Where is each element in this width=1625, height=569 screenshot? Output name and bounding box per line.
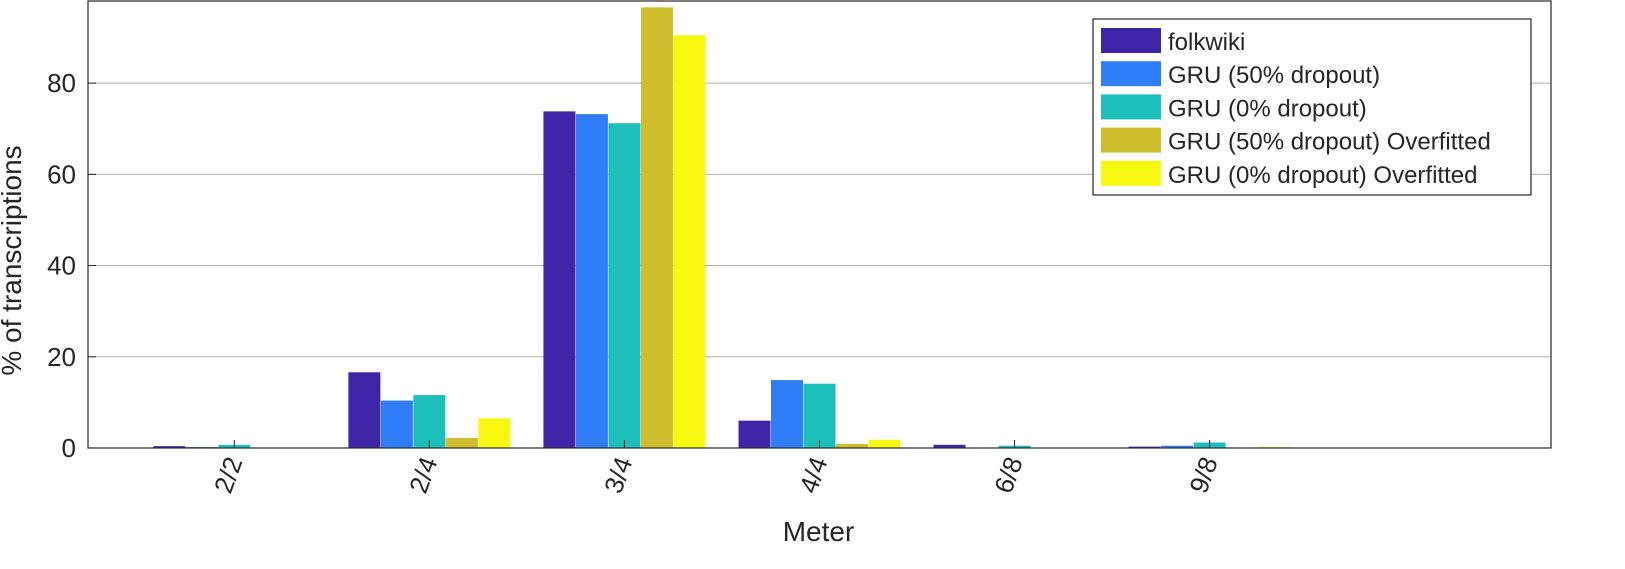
bar xyxy=(836,443,868,448)
legend-label: folkwiki xyxy=(1168,29,1245,56)
bar xyxy=(543,111,576,449)
y-tick-label: 20 xyxy=(47,342,76,372)
bar xyxy=(803,383,836,448)
bar xyxy=(478,418,511,448)
legend-swatch xyxy=(1101,28,1161,53)
bar xyxy=(771,380,803,448)
bars xyxy=(153,7,1291,449)
bar xyxy=(933,444,966,448)
legend-swatch xyxy=(1101,160,1161,186)
bar xyxy=(868,439,901,448)
bar xyxy=(575,114,608,448)
bar xyxy=(738,420,771,448)
bar xyxy=(1128,446,1161,448)
y-tick-labels: 0 20 40 60 80 xyxy=(47,68,96,463)
bar xyxy=(673,35,706,449)
y-tick-label: 0 xyxy=(62,433,76,463)
bar xyxy=(153,446,186,448)
bar xyxy=(380,400,413,448)
legend-swatch xyxy=(1101,94,1161,120)
x-axis-label: Meter xyxy=(783,516,855,547)
y-tick-label: 60 xyxy=(47,159,76,189)
legend-label: GRU (0% dropout) Overfitted xyxy=(1168,162,1477,189)
bar xyxy=(608,123,641,448)
legend-swatch xyxy=(1101,127,1161,153)
y-tick-label: 80 xyxy=(47,68,76,98)
bar xyxy=(348,372,381,448)
legend-label: GRU (50% dropout) Overfitted xyxy=(1168,129,1491,156)
legend-box xyxy=(1092,18,1532,196)
legend-label: GRU (0% dropout) xyxy=(1168,95,1367,122)
legend: folkwiki GRU (50% dropout) GRU (0% dropout… xyxy=(1092,18,1532,196)
bar xyxy=(1161,445,1194,448)
y-axis-label: % of transcriptions xyxy=(0,145,27,375)
bar xyxy=(640,7,673,449)
legend-label: GRU (50% dropout) xyxy=(1168,62,1380,89)
legend-swatch xyxy=(1101,61,1161,87)
y-tick-label: 40 xyxy=(47,251,76,281)
bar xyxy=(445,437,478,448)
bar xyxy=(413,395,446,448)
